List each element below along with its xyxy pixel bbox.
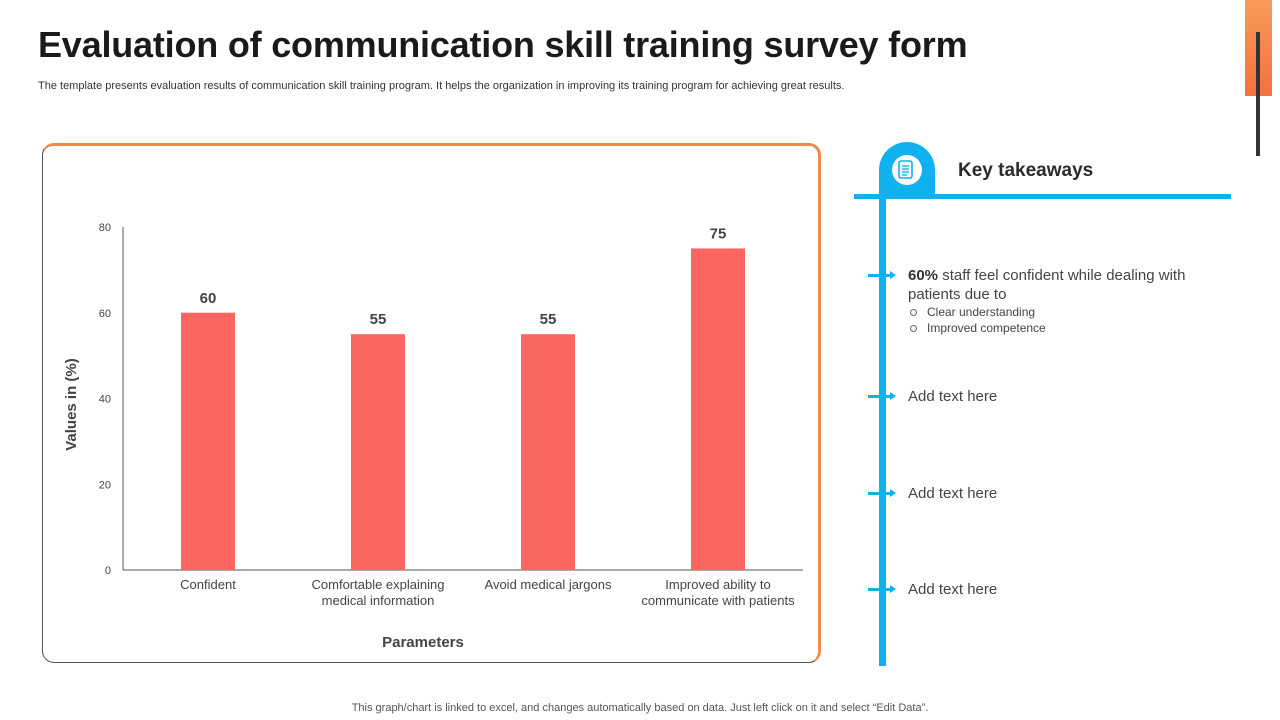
y-tick-label: 20 bbox=[99, 479, 111, 491]
bar bbox=[521, 334, 575, 570]
takeaways-divider bbox=[854, 194, 1231, 199]
data-label: 75 bbox=[710, 225, 727, 242]
arrow-marker-icon bbox=[868, 489, 896, 497]
key-takeaways-panel: Key takeaways 60% staff feel confident w… bbox=[852, 140, 1232, 670]
takeaway-highlight: 60% bbox=[908, 267, 939, 284]
takeaway-subitem: Clear understanding bbox=[908, 304, 1218, 320]
data-label: 60 bbox=[200, 290, 217, 307]
x-tick-label: Improved ability to bbox=[665, 577, 771, 592]
bar bbox=[691, 248, 745, 570]
takeaway-text: Add text here bbox=[908, 581, 998, 598]
corner-bar bbox=[1256, 32, 1260, 156]
takeaways-heading: Key takeaways bbox=[958, 160, 1094, 181]
x-tick-label: Avoid medical jargons bbox=[485, 577, 612, 592]
takeaways-timeline bbox=[879, 196, 886, 666]
x-tick-label: communicate with patients bbox=[641, 593, 795, 608]
arrow-marker-icon bbox=[868, 585, 896, 593]
bar bbox=[351, 334, 405, 570]
takeaway-subitem: Improved competence bbox=[908, 320, 1218, 336]
takeaway-text: Add text here bbox=[908, 485, 998, 502]
page-title: Evaluation of communication skill traini… bbox=[38, 24, 968, 65]
y-tick-label: 80 bbox=[99, 222, 111, 234]
footer-note: This graph/chart is linked to excel, and… bbox=[351, 702, 929, 714]
bar bbox=[181, 312, 235, 570]
arrow-marker-icon bbox=[868, 271, 896, 279]
bar-chart[interactable]: 0 20 40 60 80 60 Confident 55 Comfortable explai… bbox=[43, 146, 822, 666]
takeaway-text: Add text here bbox=[908, 388, 998, 405]
x-tick-label: medical information bbox=[322, 593, 435, 608]
document-icon bbox=[892, 155, 922, 185]
takeaway-body: staff feel confident while dealing with … bbox=[908, 267, 1186, 303]
x-tick-label: Confident bbox=[180, 577, 236, 592]
chart-card[interactable]: 0 20 40 60 80 60 Confident 55 Comfortable explai… bbox=[42, 143, 821, 663]
y-tick-label: 0 bbox=[105, 565, 111, 577]
takeaway-sublist: Clear understanding Improved competence bbox=[908, 304, 1218, 336]
y-tick-label: 40 bbox=[99, 394, 111, 406]
y-tick-label: 60 bbox=[99, 308, 111, 320]
y-axis-title: Values in (%) bbox=[63, 358, 80, 451]
takeaway-text: 60% staff feel confident while dealing w… bbox=[908, 266, 1218, 336]
arrow-marker-icon bbox=[868, 392, 896, 400]
x-axis-title: Parameters bbox=[382, 634, 464, 651]
page-subtitle: The template presents evaluation results… bbox=[38, 80, 845, 92]
x-tick-label: Comfortable explaining bbox=[312, 577, 445, 592]
data-label: 55 bbox=[540, 311, 557, 328]
data-label: 55 bbox=[370, 311, 387, 328]
